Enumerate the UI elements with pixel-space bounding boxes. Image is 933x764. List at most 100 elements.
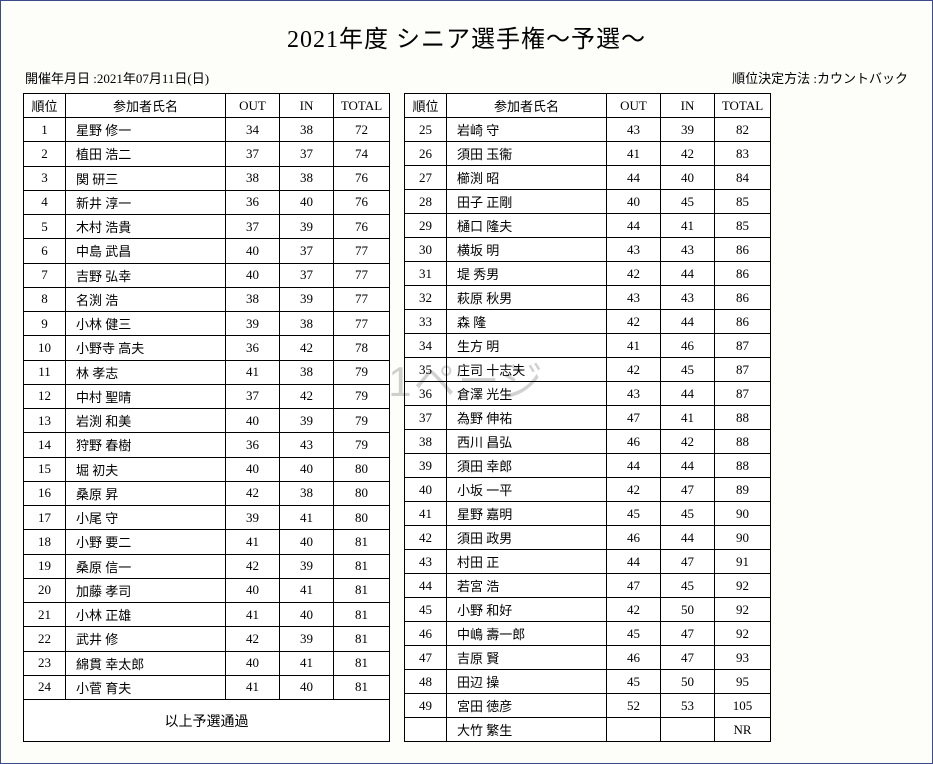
cell-in: 50	[661, 670, 715, 694]
cell-rank: 32	[405, 286, 447, 310]
cell-rank: 18	[24, 530, 66, 554]
cell-total: 80	[334, 481, 390, 505]
cell-total: 91	[715, 550, 771, 574]
cell-rank: 7	[24, 263, 66, 287]
cell-out: 42	[226, 481, 280, 505]
cell-total: 77	[334, 239, 390, 263]
cell-in: 40	[280, 675, 334, 699]
cell-total: 81	[334, 603, 390, 627]
cell-name: 村田 正	[447, 550, 607, 574]
cell-in: 38	[280, 166, 334, 190]
cell-total: 88	[715, 454, 771, 478]
table-row: 31堤 秀男424486	[405, 262, 771, 286]
cell-name: 西川 昌弘	[447, 430, 607, 454]
cell-in: 38	[280, 360, 334, 384]
table-row: 13岩渕 和美403979	[24, 409, 390, 433]
cell-total: NR	[715, 718, 771, 742]
cell-total: 77	[334, 312, 390, 336]
cell-out: 44	[607, 166, 661, 190]
cell-name: 大竹 繁生	[447, 718, 607, 742]
cell-rank: 37	[405, 406, 447, 430]
cell-name: 小尾 守	[66, 506, 226, 530]
results-table-right: 順位 参加者氏名 OUT IN TOTAL 25岩崎 守43398226須田 玉…	[404, 93, 771, 742]
header-in: IN	[661, 94, 715, 118]
cell-total: 92	[715, 598, 771, 622]
table-row: 5木村 浩貴373976	[24, 215, 390, 239]
table-row: 20加藤 孝司404181	[24, 578, 390, 602]
cell-out: 43	[607, 238, 661, 262]
header-in: IN	[280, 94, 334, 118]
table-row: 9小林 健三393877	[24, 312, 390, 336]
table-row: 30横坂 明434386	[405, 238, 771, 262]
table-row: 3関 研三383876	[24, 166, 390, 190]
cell-rank: 4	[24, 190, 66, 214]
cell-out: 45	[607, 502, 661, 526]
cell-total: 87	[715, 358, 771, 382]
cell-in: 38	[280, 481, 334, 505]
table-row: 47吉原 賢464793	[405, 646, 771, 670]
cell-in: 37	[280, 263, 334, 287]
cell-total: 88	[715, 430, 771, 454]
cell-in: 46	[661, 334, 715, 358]
cell-name: 狩野 春樹	[66, 433, 226, 457]
table-header-row: 順位 参加者氏名 OUT IN TOTAL	[24, 94, 390, 118]
cell-out: 39	[226, 506, 280, 530]
cell-total: 77	[334, 287, 390, 311]
table-row: 34生方 明414687	[405, 334, 771, 358]
header-out: OUT	[226, 94, 280, 118]
table-row: 45小野 和好425092	[405, 598, 771, 622]
cell-out: 46	[607, 526, 661, 550]
cell-rank: 11	[24, 360, 66, 384]
rank-method: 順位決定方法 :カウントバック	[732, 68, 908, 87]
cell-in: 41	[661, 214, 715, 238]
cell-name: 桑原 昇	[66, 481, 226, 505]
cell-rank: 36	[405, 382, 447, 406]
table-row: 2植田 浩二373774	[24, 142, 390, 166]
cell-in: 39	[280, 215, 334, 239]
table-row: 43村田 正444791	[405, 550, 771, 574]
cell-rank: 40	[405, 478, 447, 502]
cell-total: 86	[715, 238, 771, 262]
cell-in: 40	[280, 530, 334, 554]
cell-total: 88	[715, 406, 771, 430]
cell-total: 90	[715, 526, 771, 550]
cell-rank: 44	[405, 574, 447, 598]
cell-in: 39	[280, 627, 334, 651]
cell-in: 37	[280, 239, 334, 263]
cell-in: 39	[280, 287, 334, 311]
cell-out: 37	[226, 142, 280, 166]
cell-rank: 13	[24, 409, 66, 433]
cell-rank: 46	[405, 622, 447, 646]
cell-rank: 43	[405, 550, 447, 574]
cell-name: 中島 武昌	[66, 239, 226, 263]
cell-name: 櫛渕 昭	[447, 166, 607, 190]
table-row: 40小坂 一平424789	[405, 478, 771, 502]
cell-name: 小菅 育夫	[66, 675, 226, 699]
cell-rank: 9	[24, 312, 66, 336]
cell-total: 80	[334, 457, 390, 481]
table-row: 44若宮 浩474592	[405, 574, 771, 598]
cell-total: 81	[334, 554, 390, 578]
cell-name: 須田 玉衞	[447, 142, 607, 166]
qualifier-note: 以上予選通過	[24, 700, 390, 742]
cell-name: 木村 浩貴	[66, 215, 226, 239]
cell-in: 40	[280, 457, 334, 481]
table-row: 29樋口 隆夫444185	[405, 214, 771, 238]
cell-total: 93	[715, 646, 771, 670]
cell-rank: 5	[24, 215, 66, 239]
cell-name: 生方 明	[447, 334, 607, 358]
cell-in: 38	[280, 312, 334, 336]
rank-method-value: カウントバック	[817, 71, 908, 86]
table-row: 41星野 嘉明454590	[405, 502, 771, 526]
cell-name: 岩渕 和美	[66, 409, 226, 433]
cell-out: 40	[607, 190, 661, 214]
cell-out: 46	[607, 646, 661, 670]
table-row: 38西川 昌弘464288	[405, 430, 771, 454]
header-rank: 順位	[24, 94, 66, 118]
cell-out: 43	[607, 286, 661, 310]
cell-total: 76	[334, 166, 390, 190]
table-row: 7吉野 弘幸403777	[24, 263, 390, 287]
cell-rank: 21	[24, 603, 66, 627]
header-total: TOTAL	[334, 94, 390, 118]
cell-in: 38	[280, 118, 334, 142]
